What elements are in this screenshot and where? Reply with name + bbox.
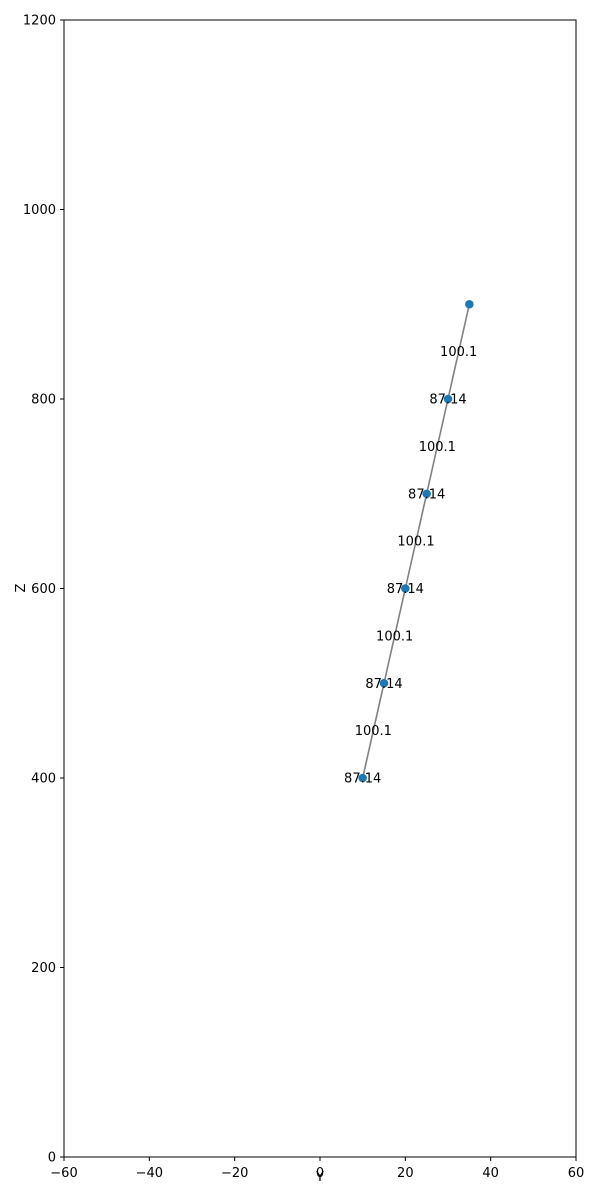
x-axis-title: Y (315, 1170, 324, 1185)
y-tick-label: 1200 (23, 14, 56, 29)
segment-label-1: 100.1 (355, 724, 392, 739)
point-label-3: 87.14 (387, 582, 424, 597)
data-point-3 (401, 584, 410, 593)
data-point-5 (443, 394, 453, 404)
y-tick-label: 800 (31, 393, 56, 408)
segment-label-2: 100.1 (376, 629, 413, 644)
y-tick-label: 0 (48, 1151, 56, 1166)
x-tick-label: 40 (482, 1166, 499, 1181)
x-tick-label: 20 (397, 1166, 414, 1181)
x-tick-label: 0 (316, 1166, 324, 1181)
y-tick-label: 1000 (23, 203, 56, 218)
y-tick-label: 200 (31, 961, 56, 976)
x-tick-label: −40 (136, 1166, 163, 1181)
x-tick-label: −60 (50, 1166, 77, 1181)
y-tick-label: 400 (31, 772, 56, 787)
point-label-2: 87.14 (365, 677, 402, 692)
annotation-layer: 87.14 87.14 87.14 87.14 87.14 100.1 100.1 100.1… (344, 345, 477, 786)
segment-label-4: 100.1 (419, 440, 456, 455)
data-point-1 (358, 773, 367, 783)
point-label-4: 87.14 (408, 487, 445, 502)
data-point-4 (422, 489, 431, 499)
point-label-1: 87.14 (344, 772, 381, 787)
series-line (361, 304, 471, 779)
segment-label-5: 100.1 (440, 345, 477, 360)
segment-label-3: 100.1 (397, 535, 434, 550)
x-tick-label: −20 (221, 1166, 248, 1181)
data-point-6 (465, 299, 474, 309)
data-point-2 (379, 678, 389, 688)
x-tick-label: 60 (568, 1166, 585, 1181)
y-tick-label: 600 (31, 582, 56, 597)
point-label-5: 87.14 (429, 393, 466, 408)
series-layer (358, 299, 474, 783)
y-axis-title: Z (14, 583, 29, 592)
